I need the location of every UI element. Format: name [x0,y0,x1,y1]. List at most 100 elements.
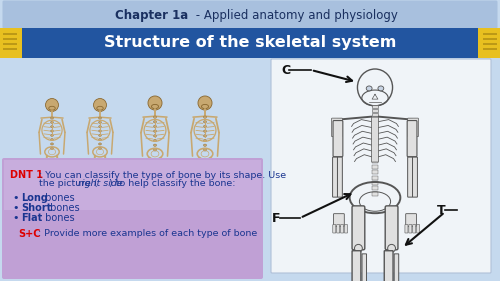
Text: the picture (: the picture ( [39,180,98,189]
Ellipse shape [160,201,166,205]
Ellipse shape [154,149,156,151]
Bar [483,38,497,40]
Ellipse shape [204,116,206,118]
Ellipse shape [98,130,102,132]
FancyBboxPatch shape [406,214,416,226]
Ellipse shape [98,147,102,149]
Bar [372,117,378,121]
Ellipse shape [210,201,216,205]
Bar [372,165,378,169]
Text: C: C [281,64,290,76]
Ellipse shape [98,121,102,123]
Bar [372,170,378,174]
Bar [3,38,17,40]
FancyBboxPatch shape [338,157,342,197]
Text: S+C: S+C [18,229,40,239]
Bar [372,160,378,164]
FancyBboxPatch shape [352,206,365,250]
Ellipse shape [194,201,200,205]
FancyBboxPatch shape [385,206,398,250]
FancyBboxPatch shape [340,225,344,233]
FancyBboxPatch shape [334,214,344,226]
Ellipse shape [50,147,53,149]
Text: bones: bones [47,203,80,213]
FancyBboxPatch shape [332,118,342,137]
FancyBboxPatch shape [271,59,491,273]
Ellipse shape [50,130,53,132]
Ellipse shape [154,135,156,137]
Ellipse shape [154,130,156,132]
FancyBboxPatch shape [332,157,338,197]
Bar [372,154,378,158]
Circle shape [160,175,164,179]
Ellipse shape [154,144,156,146]
FancyBboxPatch shape [352,251,361,281]
Ellipse shape [50,139,53,141]
Ellipse shape [42,196,48,199]
Bar [0,28,22,58]
Bar [372,127,378,131]
FancyBboxPatch shape [408,157,412,197]
Ellipse shape [204,130,206,132]
Ellipse shape [202,105,208,109]
Text: : Provide more examples of each type of bone: : Provide more examples of each type of … [38,230,257,239]
Text: Structure of the skeletal system: Structure of the skeletal system [104,35,396,51]
Circle shape [44,172,48,175]
Text: DNT 1: DNT 1 [10,170,43,180]
FancyBboxPatch shape [394,254,398,281]
FancyBboxPatch shape [409,225,412,233]
Ellipse shape [98,117,102,119]
Bar [372,113,378,116]
FancyBboxPatch shape [405,225,408,233]
Text: •: • [12,193,18,203]
Ellipse shape [378,86,384,91]
Text: •: • [12,213,18,223]
Bar [372,176,378,180]
Ellipse shape [204,135,206,137]
FancyBboxPatch shape [416,225,420,233]
Bar [3,43,17,44]
Ellipse shape [154,125,156,128]
FancyBboxPatch shape [384,251,393,281]
Ellipse shape [204,144,206,146]
Circle shape [94,99,106,112]
Text: Short: Short [21,203,52,213]
FancyBboxPatch shape [362,254,366,281]
Text: •: • [12,203,18,213]
Circle shape [210,175,214,179]
Text: Long: Long [21,193,48,203]
Ellipse shape [104,196,110,199]
Ellipse shape [154,121,156,123]
Ellipse shape [50,121,53,123]
Ellipse shape [56,196,62,199]
Bar [372,109,378,112]
FancyBboxPatch shape [412,225,416,233]
Bar [372,122,378,126]
Ellipse shape [97,106,103,110]
Text: Chapter 1a: Chapter 1a [115,8,188,22]
Circle shape [104,172,108,175]
Ellipse shape [98,134,102,136]
Ellipse shape [204,125,206,128]
Ellipse shape [49,106,55,110]
Ellipse shape [354,244,362,252]
Circle shape [148,96,162,110]
Ellipse shape [388,244,396,252]
Bar [3,33,17,35]
Text: - Applied anatomy and physiology: - Applied anatomy and physiology [192,8,398,22]
FancyBboxPatch shape [344,225,348,233]
Text: Flat: Flat [21,213,42,223]
Bar [372,186,378,190]
FancyBboxPatch shape [412,157,418,197]
Ellipse shape [204,121,206,123]
Circle shape [56,172,60,175]
Bar [483,48,497,49]
Ellipse shape [50,134,53,136]
Ellipse shape [204,149,206,151]
Bar [372,149,378,153]
Circle shape [146,175,150,179]
Bar [372,133,378,137]
Bar [478,28,500,58]
Text: ) to help classify the bone:: ) to help classify the bone: [109,180,236,189]
Text: : You can classify the type of bone by its shape. Use: : You can classify the type of bone by i… [39,171,286,180]
